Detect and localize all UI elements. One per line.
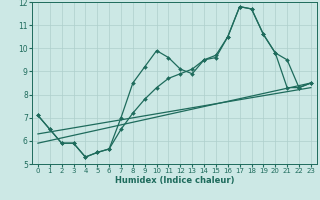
X-axis label: Humidex (Indice chaleur): Humidex (Indice chaleur) xyxy=(115,176,234,185)
